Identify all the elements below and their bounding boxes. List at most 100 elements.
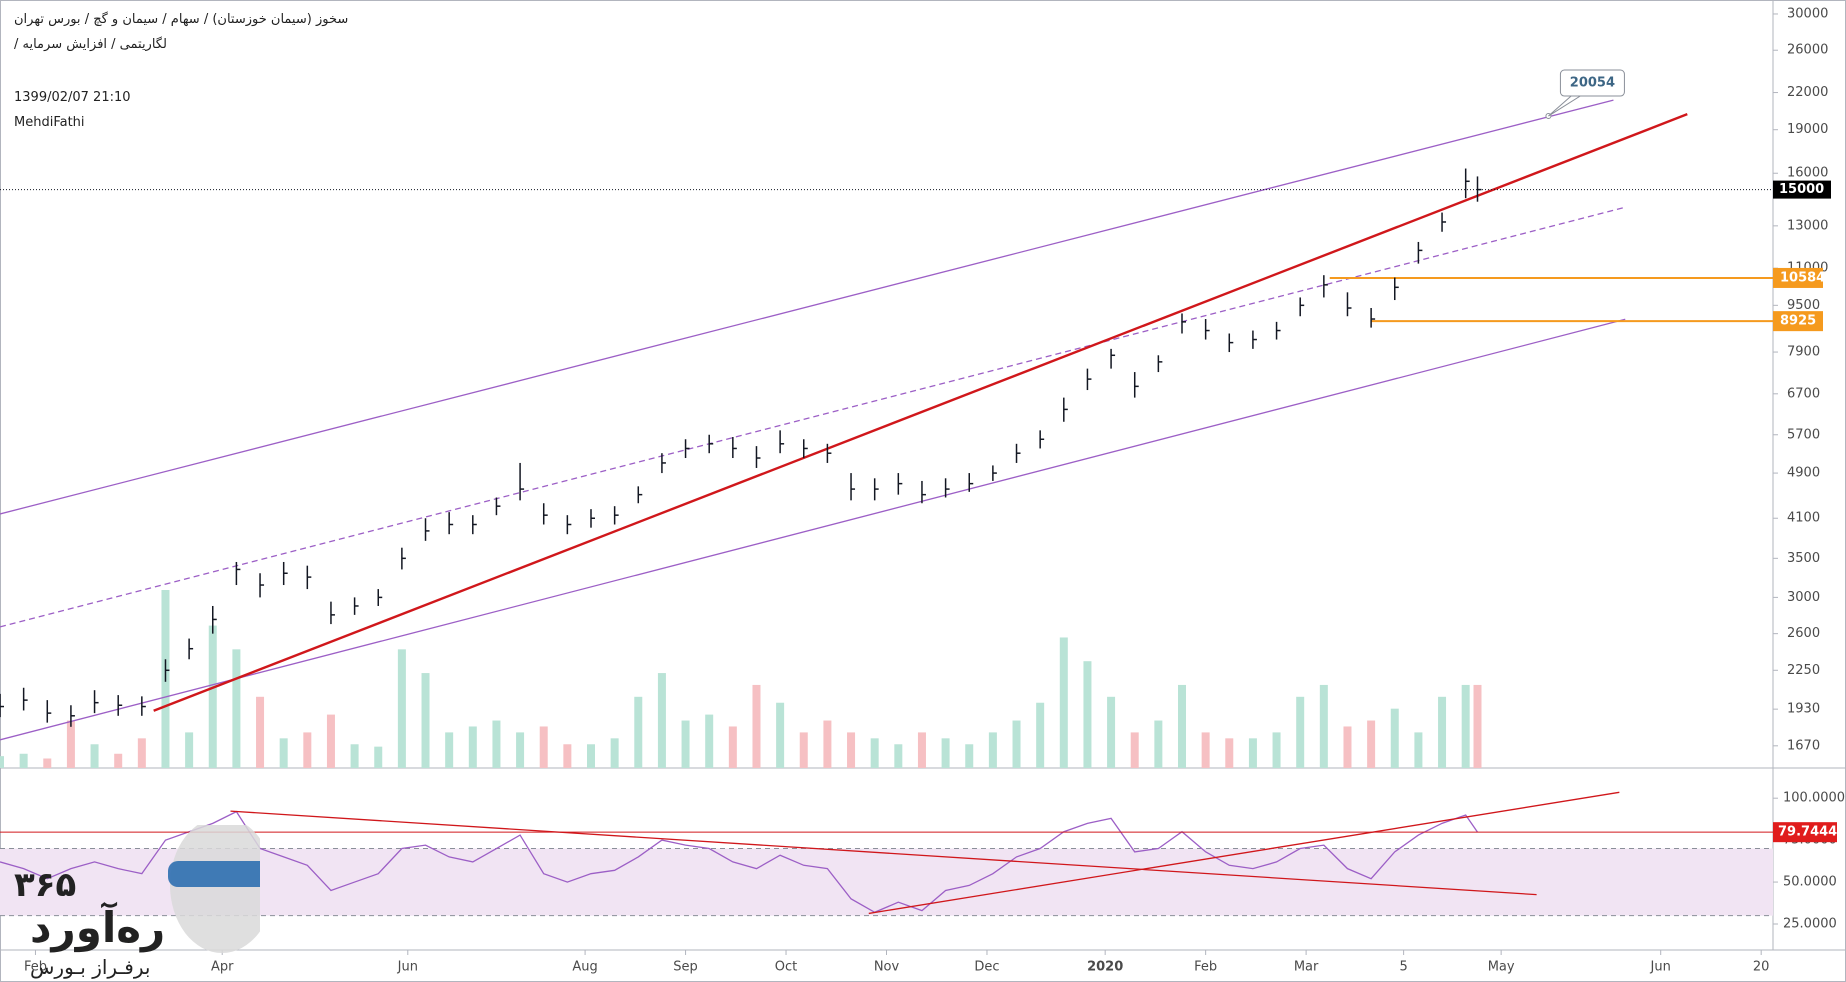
volume-bar: [728, 726, 737, 768]
volume-bar: [445, 732, 454, 768]
volume-bar: [1438, 696, 1447, 768]
volume-bar: [421, 673, 430, 768]
level-box: [1773, 267, 1823, 288]
volume-bar: [232, 649, 241, 768]
volume-bar: [917, 732, 926, 768]
volume-bar: [303, 732, 312, 768]
rsi-tick-label: 50.0000: [1783, 875, 1837, 890]
volume-bar: [1154, 720, 1163, 768]
volume-bar: [350, 744, 359, 768]
trend-line: [0, 99, 1614, 515]
rsi-last-box: [1773, 822, 1837, 843]
trend-line: [153, 113, 1688, 712]
volume-bar: [870, 738, 879, 768]
level-label: 10584: [1780, 270, 1825, 285]
volume-bar: [279, 738, 288, 768]
rsi-tick-label: 25.0000: [1783, 917, 1837, 932]
volume-bar: [1083, 661, 1092, 768]
trend-line: [0, 206, 1626, 628]
y-tick-label: 1930: [1787, 702, 1820, 717]
volume-bar: [1461, 684, 1470, 768]
volume-bar: [1319, 684, 1328, 768]
volume-bar: [988, 732, 997, 768]
volume-bar: [374, 746, 383, 768]
x-tick-label: 5: [1399, 960, 1407, 975]
y-tick-label: 1670: [1787, 738, 1820, 753]
y-tick-label: 16000: [1787, 166, 1828, 181]
x-tick-label: Dec: [974, 960, 999, 975]
logo-number: ۳۶۵: [14, 865, 77, 905]
y-tick-label: 7900: [1787, 345, 1820, 360]
volume-bar: [657, 673, 666, 768]
volume-bar: [1130, 732, 1139, 768]
volume-bar: [752, 684, 761, 768]
x-tick-label: Mar: [1294, 960, 1319, 975]
volume-bar: [66, 720, 75, 768]
volume-bar: [1248, 738, 1257, 768]
x-tick-label: May: [1488, 960, 1515, 975]
y-tick-label: 2600: [1787, 626, 1820, 641]
x-tick-label: Jun: [1650, 960, 1671, 975]
y-tick-label: 3500: [1787, 551, 1820, 566]
volume-bar: [516, 732, 525, 768]
volume-bar: [941, 738, 950, 768]
volume-bar: [137, 738, 146, 768]
last-price-box: [1773, 180, 1831, 199]
x-tick-label: 2020: [1087, 960, 1123, 975]
volume-bar: [1225, 738, 1234, 768]
y-tick-label: 9500: [1787, 298, 1820, 313]
callout-label: 20054: [1570, 76, 1615, 91]
y-tick-label: 26000: [1787, 43, 1828, 58]
level-label: 8925: [1780, 314, 1816, 329]
volume-bar: [1272, 732, 1281, 768]
callout-box: [1559, 69, 1625, 97]
volume-bar: [681, 720, 690, 768]
volume-bar: [1473, 684, 1482, 768]
x-tick-label: Sep: [673, 960, 698, 975]
y-tick-label: 2250: [1787, 663, 1820, 678]
rsi-trend-line: [230, 810, 1537, 896]
rsi-trend-line: [868, 791, 1620, 915]
logo: ۳۶۵ رەآورد برفـراز بـورس: [10, 817, 274, 982]
x-tick-label: Feb: [24, 960, 47, 975]
volume-bar: [610, 738, 619, 768]
y-tick-label: 4900: [1787, 466, 1820, 481]
y-tick-label: 5700: [1787, 427, 1820, 442]
volume-bar: [1414, 732, 1423, 768]
y-tick-label: 22000: [1787, 85, 1828, 100]
tags-line: لگاریتمی / افزایش سرمایه /: [14, 37, 167, 52]
volume-bar: [43, 758, 52, 768]
symbol-line: سخوز (سیمان خوزستان) / سهام / سیمان و گچ…: [14, 12, 349, 27]
rsi-tick-label: 100.0000: [1783, 791, 1845, 806]
volume-bar: [19, 753, 28, 768]
volume-bar: [1296, 696, 1305, 768]
datetime: 1399/02/07 21:10: [14, 90, 131, 105]
volume-bar: [823, 720, 832, 768]
volume-bar: [634, 696, 643, 768]
volume-bar: [1178, 684, 1186, 768]
volume-bar: [114, 753, 123, 768]
logo-balloon: [168, 817, 274, 953]
volume-bar: [492, 720, 501, 768]
y-tick-label: 6700: [1787, 386, 1820, 401]
y-tick-label: 4100: [1787, 511, 1820, 526]
volume-bar: [468, 726, 477, 768]
author: MehdiFathi: [14, 115, 85, 130]
logo-slogan: برفـراز بـورس: [30, 955, 151, 979]
y-tick-label: 3000: [1787, 590, 1820, 605]
volume-bar: [776, 702, 785, 768]
rsi-band: [0, 848, 1773, 916]
x-tick-label: Oct: [775, 960, 797, 975]
y-tick-label: 13000: [1787, 218, 1828, 233]
volume-bar: [90, 744, 99, 768]
volume-bar: [185, 732, 194, 768]
volume-bar: [1012, 720, 1021, 768]
volume-bar: [705, 714, 714, 768]
volume-bar: [1036, 702, 1045, 768]
volume-bar: [1367, 720, 1376, 768]
volume-bar: [799, 732, 808, 768]
x-tick-label: Jun: [397, 960, 418, 975]
